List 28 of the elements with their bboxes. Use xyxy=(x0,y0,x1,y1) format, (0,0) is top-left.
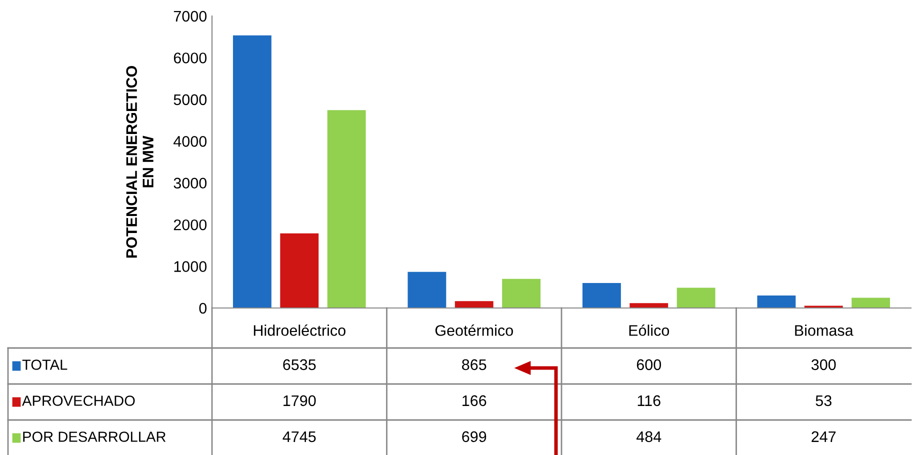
x-tick-label: Biomasa xyxy=(795,324,854,336)
data-label: 53 xyxy=(816,395,832,406)
y-tick-label: 2000 xyxy=(174,219,207,230)
data-label: 4745 xyxy=(282,431,316,442)
x-tick-label: Eólico xyxy=(629,324,670,336)
data-label: 699 xyxy=(462,431,486,442)
data-label: 1790 xyxy=(284,395,316,406)
y-tick-label: 7000 xyxy=(174,10,207,22)
x-tick-label: Hidroeléctrico xyxy=(254,324,346,336)
y-tick-label: 5000 xyxy=(174,94,207,106)
y-tick-label: 4000 xyxy=(174,136,207,147)
data-label: 166 xyxy=(462,395,486,406)
legend-label: POR DESARROLLAR xyxy=(23,432,166,442)
y-tick-label: 1000 xyxy=(174,261,207,272)
data-label: 600 xyxy=(636,359,662,370)
y-axis-title: POTENCIAL ENERGETICO EN MW xyxy=(126,66,154,258)
data-label: 6535 xyxy=(283,359,316,370)
legend-label: APROVECHADO xyxy=(22,396,135,406)
data-label: 865 xyxy=(462,359,486,370)
x-tick-label: Geotérmico xyxy=(435,324,513,336)
data-label: 484 xyxy=(636,431,662,442)
y-tick-label: 6000 xyxy=(174,52,207,64)
legend-label: TOTAL xyxy=(22,360,68,370)
data-label: 300 xyxy=(811,359,836,370)
data-label: 247 xyxy=(812,431,836,442)
y-tick-label: 0 xyxy=(199,302,207,314)
y-tick-label: 3000 xyxy=(174,178,207,189)
data-label: 116 xyxy=(638,395,660,406)
